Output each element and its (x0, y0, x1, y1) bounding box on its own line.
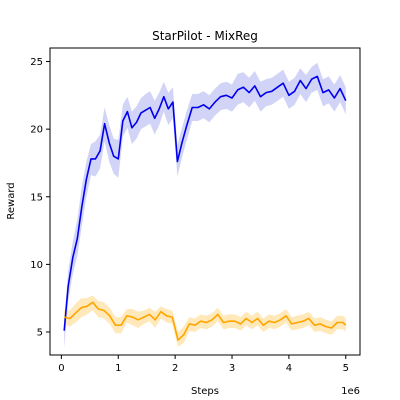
chart-title: StarPilot - MixReg (152, 29, 258, 43)
axes: 0 1 2 3 4 5 5 10 15 20 25 (30, 57, 349, 374)
series-2-band (64, 295, 346, 347)
plot-area (63, 62, 347, 349)
series-1-line (63, 75, 347, 331)
x-tick-label: 4 (286, 363, 292, 374)
y-tick-label: 15 (30, 192, 43, 203)
x-tick-label: 2 (172, 363, 178, 374)
y-tick-label: 10 (30, 260, 43, 271)
x-axis-offset-label: 1e6 (341, 386, 360, 397)
x-tick-label: 1 (115, 363, 121, 374)
plot-frame (49, 47, 361, 356)
x-tick-label: 3 (229, 363, 235, 374)
y-tick-label: 25 (30, 57, 43, 68)
x-tick-label: 0 (58, 363, 64, 374)
y-tick-label: 20 (30, 125, 43, 136)
series-2-line (64, 301, 347, 341)
y-tick-label: 5 (37, 328, 43, 339)
x-axis-title: Steps (191, 386, 219, 397)
series-1-band (64, 62, 346, 349)
y-axis-title: Reward (6, 182, 17, 219)
x-tick-label: 5 (343, 363, 349, 374)
